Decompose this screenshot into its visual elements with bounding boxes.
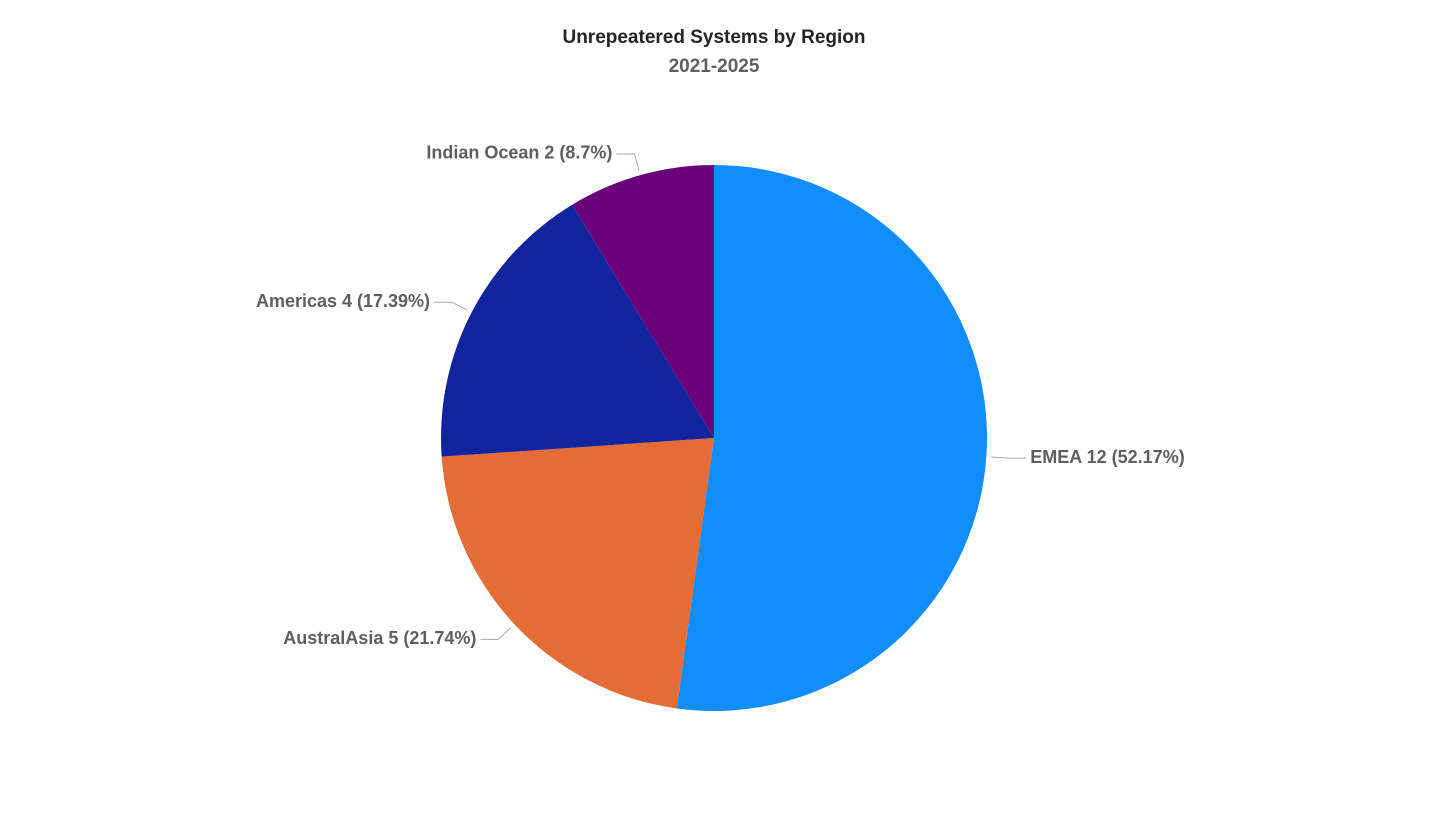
leader-line	[480, 627, 512, 640]
leader-line	[434, 301, 468, 311]
pie-slice	[441, 204, 714, 457]
data-label: EMEA 12 (52.17%)	[1030, 447, 1184, 467]
pie-slice	[676, 165, 988, 711]
pie-slice	[572, 165, 714, 438]
chart-subtitle: 2021-2025	[669, 56, 760, 77]
data-label: AustralAsia 5 (21.74%)	[283, 628, 476, 648]
chart-title: Unrepeatered Systems by Region	[562, 27, 865, 48]
data-label: Americas 4 (17.39%)	[256, 291, 430, 311]
pie-slice	[441, 438, 714, 709]
data-label: Indian Ocean 2 (8.7%)	[426, 143, 612, 163]
leader-line	[991, 456, 1027, 459]
leader-line	[616, 153, 640, 171]
